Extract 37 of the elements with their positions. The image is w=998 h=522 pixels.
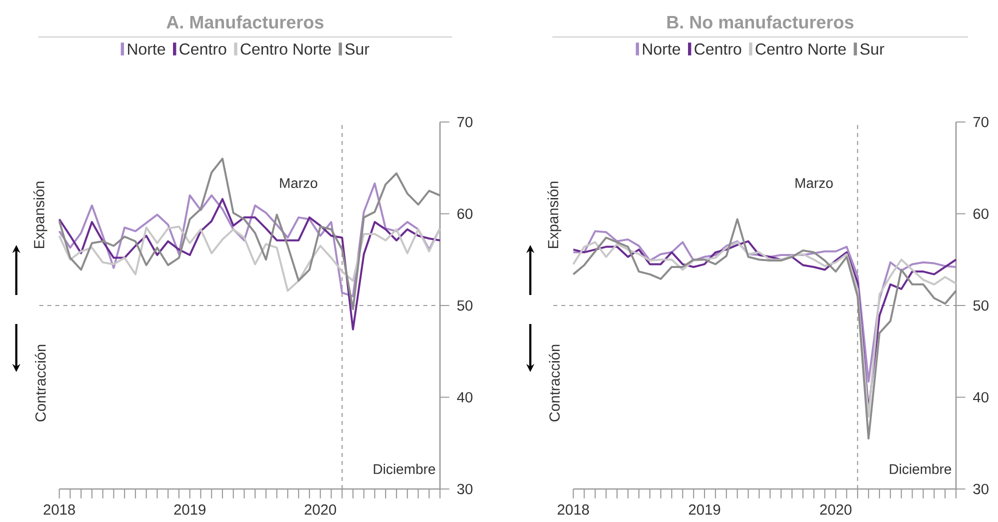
x-tick-label: 2019 [174, 504, 206, 515]
ref-line-label: Marzo [796, 178, 833, 188]
y-tick-label: 70 [457, 116, 472, 128]
line-series [58, 226, 441, 292]
legend-label: Norte [642, 44, 680, 55]
y-tick-label: 60 [457, 208, 472, 219]
annotation: Diciembre [374, 464, 436, 474]
y-tick-label: 30 [457, 484, 472, 494]
legend-label: Norte [128, 44, 166, 55]
legend-label: Sur [860, 43, 884, 55]
legend-label: Centro Norte [756, 43, 846, 55]
x-tick-label: 2019 [688, 504, 720, 515]
legend-label: Sur [345, 43, 370, 55]
chart-title: A. Manufactureros [166, 15, 324, 29]
y-tick-label: 40 [457, 392, 472, 402]
legend-label: Centro [694, 43, 742, 55]
legend-label: Centro Norte [240, 43, 331, 55]
x-tick-label: 2020 [304, 504, 336, 515]
x-tick-label: 2018 [44, 504, 75, 515]
x-tick-label: 2020 [820, 504, 852, 515]
text: Contracción [548, 344, 560, 422]
annotation: Diciembre [890, 464, 952, 474]
y-tick-label: 70 [973, 116, 988, 128]
text: Contracción [34, 344, 46, 422]
y-tick-label: 30 [973, 484, 988, 494]
x-tick-label: 2018 [558, 504, 589, 515]
text: Expansión [33, 182, 48, 248]
line-series [572, 218, 958, 440]
legend-label: Centro [180, 43, 226, 55]
chart-title: B. No manufactureros [667, 15, 854, 29]
y-tick-label: 40 [973, 392, 988, 402]
text: Expansión [547, 182, 562, 248]
ref-line-label: Marzo [280, 178, 318, 188]
y-tick-label: 50 [973, 300, 988, 311]
y-tick-label: 60 [973, 208, 988, 219]
line-series [58, 158, 441, 310]
y-tick-label: 50 [457, 300, 472, 311]
